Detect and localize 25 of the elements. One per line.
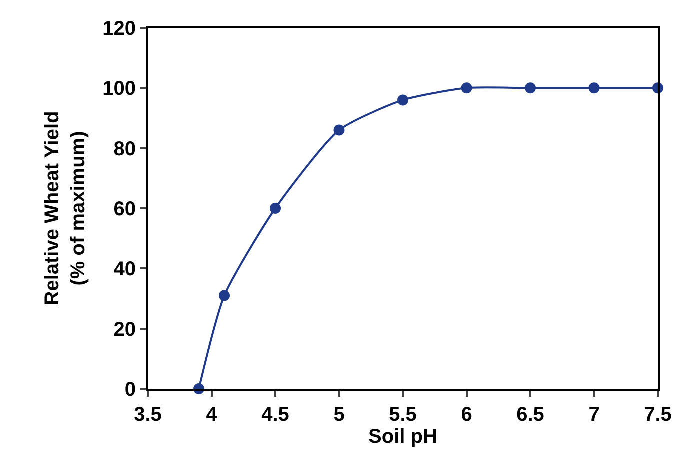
x-tick-label: 6.5 [516,404,544,426]
point [588,82,600,94]
point [461,82,472,94]
x-tick-label: 4 [206,404,218,426]
point [398,94,408,106]
x-tick-label: 7 [588,404,600,426]
x-tick-label: 5 [334,404,345,426]
x-axis-title: Soil pH [368,426,438,448]
y-tick-label: 20 [114,318,136,341]
x-tick-label: 5.5 [389,404,417,426]
y-tick-label: 40 [114,258,136,281]
point [219,290,230,302]
y-tick-label: 120 [102,18,136,40]
x-tick-label: 6 [461,404,472,426]
x-tick-label: 4.5 [262,404,290,426]
y-axis-title: Relative Wheat Yield (% of maximum) [42,111,90,306]
y-tick-label: 60 [114,198,136,220]
y-tick-label: 0 [124,379,136,401]
y-tick-label: 100 [102,78,136,100]
point [270,203,281,214]
point [525,82,536,94]
y-tick-label: 80 [114,138,136,160]
x-tick-label: 7.5 [644,404,672,426]
point [334,124,345,136]
x-tick-label: 3.5 [134,404,162,426]
